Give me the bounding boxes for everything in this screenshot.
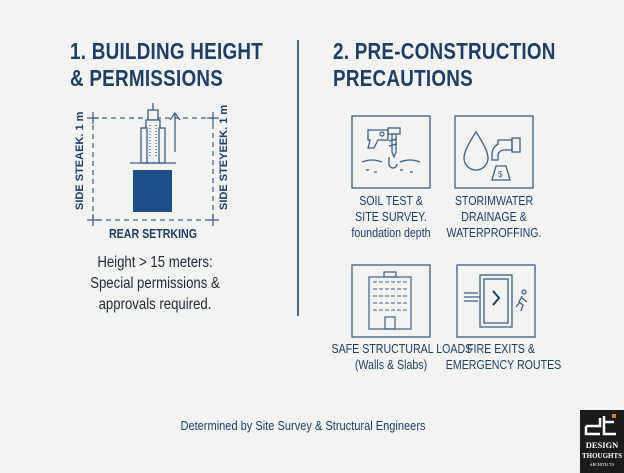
label-line: foundation depth xyxy=(351,226,431,240)
water-drop-tap-icon: $ xyxy=(463,130,521,181)
setback-boundary xyxy=(92,117,214,221)
label-line: SOIL TEST & xyxy=(359,194,423,208)
skyscraper-icon xyxy=(130,103,176,164)
structural-icon-box xyxy=(351,264,431,338)
title-line: 2. PRE-CONSTRUCTION xyxy=(333,38,556,64)
note-line: Height > 15 meters: xyxy=(97,254,213,271)
svg-text:ARCHITECTS: ARCHITECTS xyxy=(590,462,615,467)
soil-drill-icon xyxy=(361,127,421,173)
section-title-building-height: 1. BUILDING HEIGHT & PERMISSIONS xyxy=(70,38,263,92)
svg-text:THOUGHTS: THOUGHTS xyxy=(582,452,622,460)
design-thoughts-logo: DESIGN THOUGHTS ARCHITECTS xyxy=(580,410,624,473)
label-line: DRAINAGE & xyxy=(461,210,527,224)
title-line: & PERMISSIONS xyxy=(70,65,224,91)
title-line: PRECAUTIONS xyxy=(333,65,473,91)
svg-text:$: $ xyxy=(498,170,503,179)
section-title-precautions: 2. PRE-CONSTRUCTION PRECAUTIONS xyxy=(333,38,556,92)
rear-setback-text: REAR SETRKING xyxy=(109,227,197,241)
stormwater-icon-box xyxy=(454,115,534,189)
precaution-structural-loads: SAFE STRUCTURAL LOADS (Walls & Slabs) xyxy=(321,341,473,373)
footer-text: Determined by Site Survey & Structural E… xyxy=(180,418,426,433)
rear-setback-label: REAR SETRKING xyxy=(93,227,213,241)
label-line: SAFE STRUCTURAL LOADS xyxy=(331,342,473,356)
precaution-fire-exits: FIRE EXITS & EMERGENCY ROUTES xyxy=(436,341,566,373)
label-line: EMERGENCY ROUTES xyxy=(445,358,562,372)
building-icon xyxy=(368,271,412,330)
precaution-stormwater: STORIMWATER DRAINAGE & WATERPROFFING. xyxy=(429,193,559,241)
building-footprint xyxy=(133,170,172,212)
fire-exit-icon xyxy=(464,274,528,328)
note-line: approvals required. xyxy=(98,296,212,313)
title-line: 1. BUILDING HEIGHT xyxy=(70,38,264,64)
height-arrow-icon xyxy=(169,111,181,152)
label-line: (Walls & Slabs) xyxy=(354,358,428,372)
label-line: WATERPROFFING. xyxy=(446,226,542,240)
footer-note: Determined by Site Survey & Structural E… xyxy=(120,418,486,433)
soil-test-icon-box xyxy=(351,115,431,189)
svg-text:DESIGN: DESIGN xyxy=(586,440,619,450)
label-line: FIRE EXITS & xyxy=(467,342,535,356)
height-permission-note: Height > 15 meters: Special permissions … xyxy=(60,252,250,315)
fire-exit-icon-box xyxy=(456,264,536,338)
dt-logo-mark: DESIGN THOUGHTS ARCHITECTS xyxy=(582,414,622,467)
section-divider xyxy=(297,40,299,316)
precaution-soil-test: SOIL TEST & SITE SURVEY. foundation dept… xyxy=(326,193,456,241)
note-line: Special permissions & xyxy=(90,275,220,292)
label-line: STORIMWATER xyxy=(454,194,534,208)
label-line: SITE SURVEY. xyxy=(355,210,427,224)
